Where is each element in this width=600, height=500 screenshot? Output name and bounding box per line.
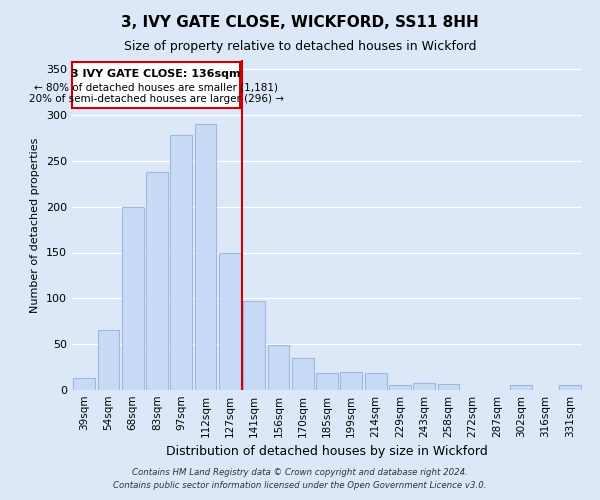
X-axis label: Distribution of detached houses by size in Wickford: Distribution of detached houses by size … [166,446,488,458]
Bar [219,252,241,390]
Text: Contains HM Land Registry data © Crown copyright and database right 2024.
Contai: Contains HM Land Registry data © Crown c… [113,468,487,490]
Bar [194,124,217,390]
Bar [437,384,460,390]
Bar [413,382,435,390]
Bar [389,386,411,390]
Bar [170,135,192,390]
Bar [511,386,532,390]
Text: Size of property relative to detached houses in Wickford: Size of property relative to detached ho… [124,40,476,53]
Bar [268,345,289,390]
FancyBboxPatch shape [72,62,240,108]
Text: 3 IVY GATE CLOSE: 136sqm: 3 IVY GATE CLOSE: 136sqm [71,69,241,79]
Bar [316,372,338,390]
Bar [365,372,386,390]
Bar [559,386,581,390]
Text: 20% of semi-detached houses are larger (296) →: 20% of semi-detached houses are larger (… [29,94,284,104]
Bar [340,372,362,390]
Bar [122,206,143,390]
Bar [97,330,119,390]
Bar [292,358,314,390]
Text: ← 80% of detached houses are smaller (1,181): ← 80% of detached houses are smaller (1,… [34,82,278,92]
Bar [146,172,168,390]
Bar [73,378,95,390]
Text: 3, IVY GATE CLOSE, WICKFORD, SS11 8HH: 3, IVY GATE CLOSE, WICKFORD, SS11 8HH [121,15,479,30]
Y-axis label: Number of detached properties: Number of detached properties [31,138,40,312]
Bar [243,301,265,390]
